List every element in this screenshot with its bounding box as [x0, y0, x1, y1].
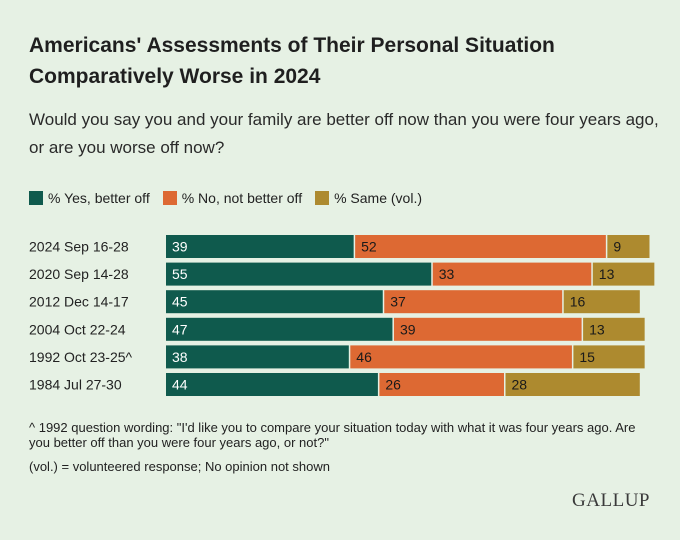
footnote-wording: ^ 1992 question wording: "I'd like you t… [29, 420, 636, 450]
data-label: 15 [579, 349, 595, 365]
data-label: 16 [570, 294, 586, 310]
bar-segment-better [166, 262, 432, 286]
bar-segment-same [573, 345, 645, 369]
chart-subtitle: Would you say you and your family are be… [29, 110, 659, 157]
category-label: 1992 Oct 23-25^ [29, 349, 133, 365]
data-label: 39 [400, 321, 416, 337]
legend-item-same: % Same (vol.) [315, 190, 422, 206]
data-label: 37 [390, 294, 406, 310]
data-label: 38 [172, 349, 188, 365]
bar-segment-not-better [350, 345, 572, 369]
footnote-vol: (vol.) = volunteered response; No opinio… [29, 459, 330, 474]
chart-title: Americans' Assessments of Their Personal… [29, 34, 555, 88]
data-label: 46 [356, 349, 372, 365]
legend: % Yes, better off % No, not better off %… [29, 189, 435, 207]
category-label: 2020 Sep 14-28 [29, 266, 129, 282]
category-label: 2012 Dec 14-17 [29, 294, 129, 310]
legend-label-same: % Same (vol.) [334, 190, 423, 206]
legend-label-better: % Yes, better off [48, 190, 150, 206]
bar-segment-better [166, 345, 349, 369]
gallup-logo: GALLUP [572, 490, 650, 511]
data-label: 9 [613, 239, 621, 255]
bar-segment-better [166, 235, 354, 258]
data-label: 13 [589, 321, 605, 337]
bar-segment-not-better [393, 317, 582, 341]
legend-swatch-same [315, 191, 330, 205]
data-label: 45 [172, 294, 188, 310]
bar-segment-not-better [379, 373, 504, 396]
legend-label-not-better: % No, not better off [181, 190, 303, 206]
data-label: 44 [172, 377, 188, 393]
category-label: 2024 Sep 16-28 [29, 239, 129, 255]
bar-segment-same [563, 290, 640, 314]
legend-swatch-not-better [162, 191, 177, 205]
legend-item-better: % Yes, better off [29, 190, 150, 206]
bar-segment-same [505, 373, 640, 396]
data-label: 47 [172, 321, 188, 337]
legend-swatch-better [29, 191, 43, 205]
category-label: 1984 Jul 27-30 [29, 377, 122, 393]
data-label: 52 [361, 239, 377, 255]
data-label: 13 [599, 266, 615, 282]
bar-segment-not-better [384, 290, 563, 314]
bar-segment-not-better [355, 235, 606, 258]
bar-segment-not-better [432, 262, 592, 286]
data-label: 33 [439, 266, 455, 282]
bar-segment-better [166, 373, 378, 396]
bar-segment-same [583, 317, 645, 341]
bar-segment-better [166, 317, 393, 341]
data-label: 55 [172, 266, 188, 282]
bar-segment-better [166, 290, 383, 314]
stacked-bar-chart: 2024 Sep 16-28 39 52 9 2020 Sep 14-28 55 33 13 2… [29, 235, 655, 396]
data-label: 39 [172, 239, 188, 255]
legend-item-not-better: % No, not better off [162, 190, 303, 206]
bar-segment-same [607, 235, 650, 258]
data-label: 28 [512, 377, 528, 393]
data-label: 26 [385, 377, 401, 393]
category-label: 2004 Oct 22-24 [29, 321, 126, 337]
bar-segment-same [592, 262, 655, 286]
